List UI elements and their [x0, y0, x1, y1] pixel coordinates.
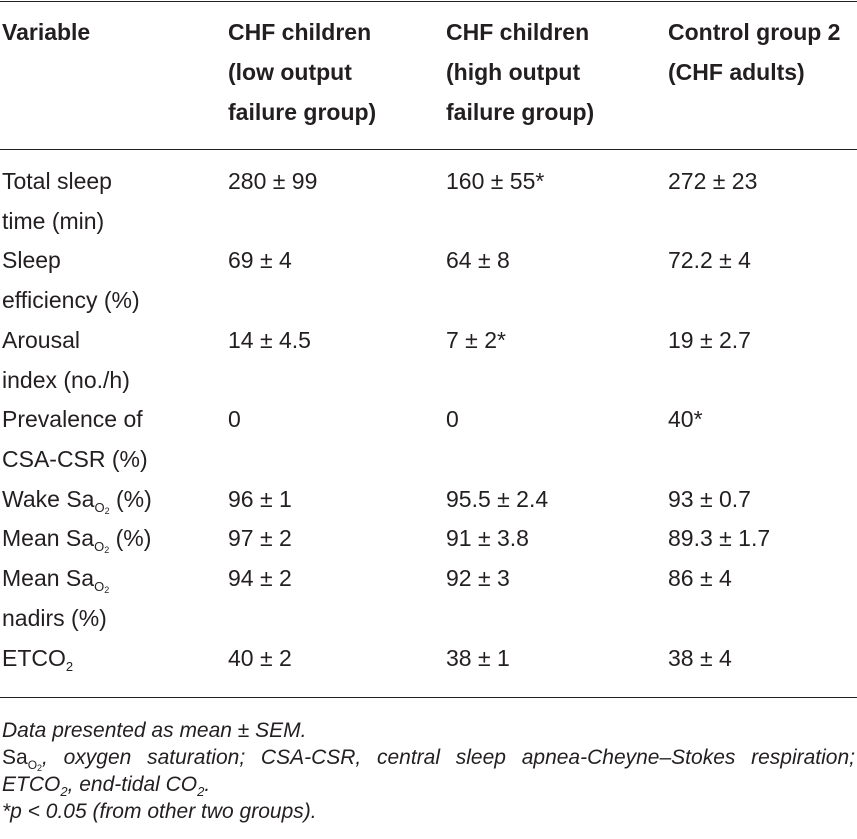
row-control-value: 86 ± 4 [668, 565, 732, 591]
header-high-output-line3: failure group) [446, 99, 595, 125]
row-variable-line2: nadirs (%) [2, 605, 107, 631]
row-low-value: 40 ± 2 [228, 645, 292, 671]
header-control-line1: Control group 2 [668, 19, 841, 45]
row-high-value: 95.5 ± 2.4 [446, 486, 549, 512]
row-high-value: 7 ± 2* [446, 327, 506, 353]
row-high-value: 91 ± 3.8 [446, 525, 529, 551]
footnote-abbreviations: SaO2, oxygen saturation; CSA-CSR, centra… [2, 746, 855, 799]
row-variable-line2: CSA-CSR (%) [2, 446, 148, 472]
row-low-value: 69 ± 4 [228, 247, 292, 273]
row-variable-line1: Prevalence of [2, 406, 143, 432]
header-high-output-line2: (high output [446, 59, 581, 85]
row-control-value: 40* [668, 406, 703, 432]
row-high-value: 92 ± 3 [446, 565, 510, 591]
row-control-value: 93 ± 0.7 [668, 486, 751, 512]
row-variable: Wake SaO2 (%) [2, 486, 152, 516]
row-control-value: 72.2 ± 4 [668, 247, 751, 273]
row-variable-line1: Arousal [2, 327, 80, 353]
row-low-value: 94 ± 2 [228, 565, 292, 591]
footnote-data-format: Data presented as mean ± SEM. [2, 719, 307, 742]
header-rule [0, 149, 857, 150]
row-low-value: 97 ± 2 [228, 525, 292, 551]
row-control-value: 272 ± 23 [668, 168, 758, 194]
row-control-value: 89.3 ± 1.7 [668, 525, 771, 551]
header-low-output-line3: failure group) [228, 99, 377, 125]
row-control-value: 19 ± 2.7 [668, 327, 751, 353]
row-low-value: 280 ± 99 [228, 168, 318, 194]
row-low-value: 14 ± 4.5 [228, 327, 311, 353]
header-high-output-line1: CHF children [446, 19, 590, 45]
row-low-value: 0 [228, 406, 241, 432]
row-variable: ETCO2 [2, 645, 74, 674]
row-high-value: 38 ± 1 [446, 645, 510, 671]
row-variable-line2: index (no./h) [2, 367, 130, 393]
row-low-value: 96 ± 1 [228, 486, 292, 512]
row-variable-line1: Total sleep [2, 168, 112, 194]
row-variable: Mean SaO2 (%) [2, 525, 152, 555]
top-rule [0, 1, 857, 2]
row-variable-line1: Sleep [2, 247, 61, 273]
row-high-value: 160 ± 55* [446, 168, 545, 194]
footnote-significance: *p < 0.05 (from other two groups). [2, 800, 317, 823]
row-variable-line2: efficiency (%) [2, 287, 140, 313]
row-high-value: 64 ± 8 [446, 247, 510, 273]
row-variable-line2: time (min) [2, 208, 105, 234]
row-control-value: 38 ± 4 [668, 645, 732, 671]
row-variable-line1: Mean SaO2 [2, 565, 110, 595]
header-control-line2: (CHF adults) [668, 59, 805, 85]
bottom-rule [0, 697, 857, 698]
header-variable: Variable [2, 19, 91, 45]
header-low-output-line1: CHF children [228, 19, 372, 45]
row-high-value: 0 [446, 406, 459, 432]
header-low-output-line2: (low output [228, 59, 352, 85]
